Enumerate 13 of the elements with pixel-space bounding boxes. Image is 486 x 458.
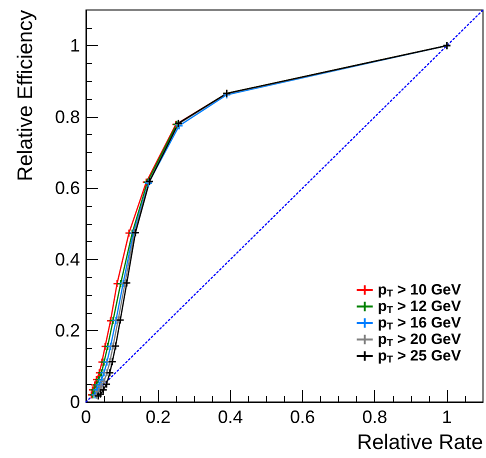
x-tick-label: 0.6 (290, 407, 316, 427)
y-tick-label: 0.2 (54, 320, 80, 341)
y-tick-label: 0.8 (54, 106, 80, 127)
y-tick-label: 0 (70, 392, 80, 412)
x-tick-label: 1 (442, 407, 452, 427)
x-tick-label: 0.2 (146, 407, 171, 427)
y-tick-label: 1 (70, 36, 80, 56)
x-tick-label: 0.4 (218, 407, 243, 427)
y-tick-label: 0.6 (54, 178, 80, 198)
x-axis-title: Relative Rate (356, 431, 483, 454)
x-tick-label: 0.8 (362, 407, 388, 427)
y-axis-title: Relative Efficiency (14, 10, 37, 182)
y-tick-label: 0.4 (54, 249, 80, 270)
